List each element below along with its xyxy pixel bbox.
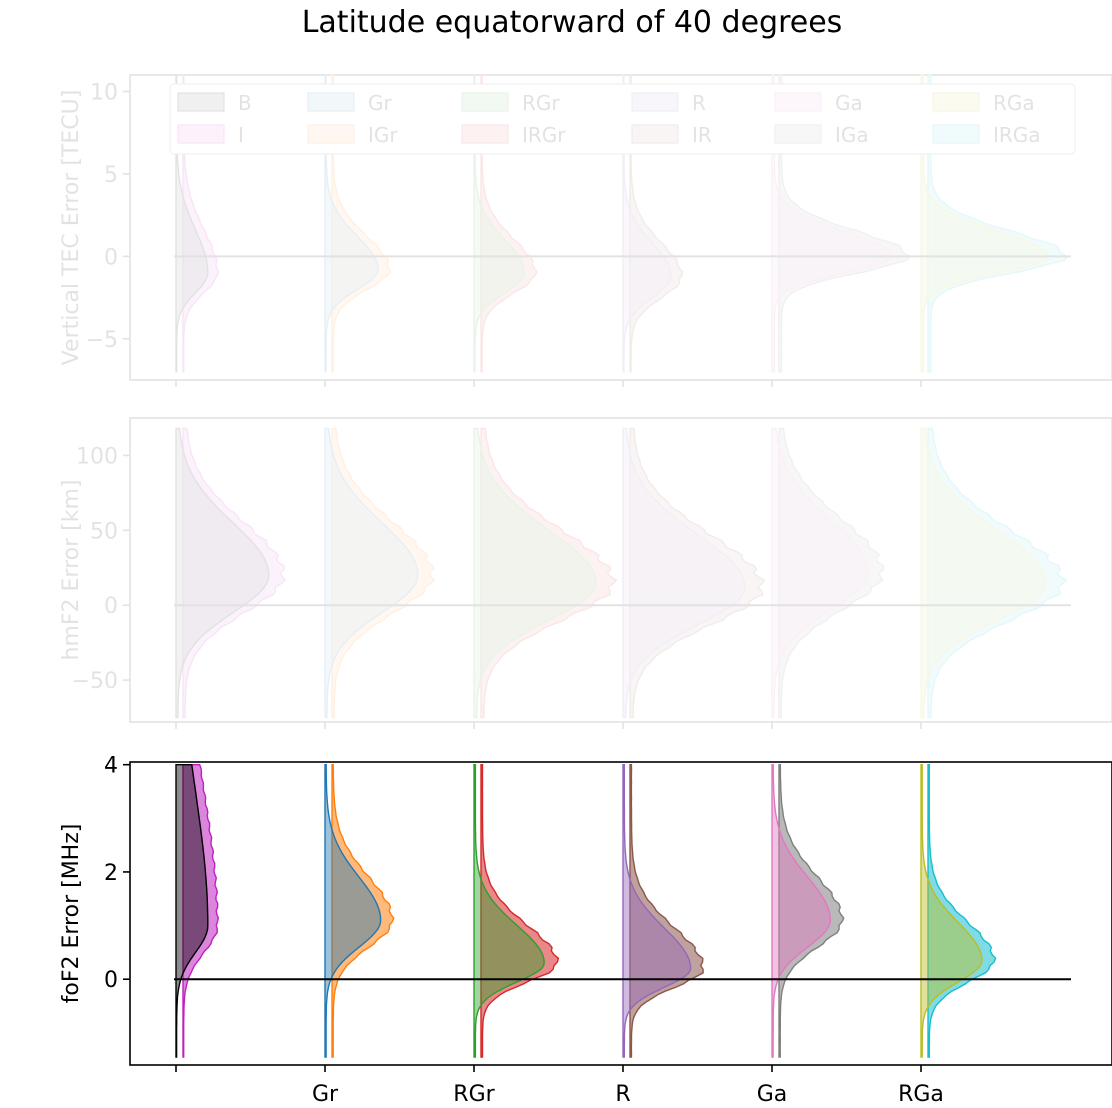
y-tick-label: 2 (104, 861, 118, 886)
legend-label: IR (692, 123, 712, 147)
legend-swatch-RGa (932, 92, 980, 112)
y-tick-label: 0 (104, 245, 118, 270)
legend-swatch-IRGa (932, 124, 980, 144)
legend-swatch-IGa (774, 124, 822, 144)
legend-swatch-IGr (307, 124, 355, 144)
legend-label: I (238, 123, 244, 147)
violin-RGa (920, 764, 983, 1058)
legend-swatch-IR (631, 124, 679, 144)
y-tick-label: 4 (104, 754, 118, 779)
legend-label: Ga (835, 91, 863, 115)
x-tick-label: RGr (453, 1082, 495, 1107)
y-axis-label: hmF2 Error [km] (59, 480, 84, 661)
legend-label: RGa (993, 91, 1035, 115)
legend-label: RGr (522, 91, 560, 115)
violin-Ga (771, 427, 869, 719)
violin-Gr (324, 427, 419, 719)
violin-Ga (771, 74, 893, 373)
violin-IRGr (480, 74, 538, 373)
violin-IRGr (480, 427, 618, 719)
legend-label: IGr (368, 123, 398, 147)
y-axis-label: Vertical TEC Error [TECU] (59, 90, 84, 366)
violin-IR (629, 74, 684, 373)
legend-label: IRGr (522, 123, 566, 147)
legend-label: IGa (835, 123, 869, 147)
violin-IGr (331, 74, 392, 373)
legend-label: B (238, 91, 252, 115)
violin-B (175, 427, 270, 719)
y-axis-label: foF2 Error [MHz] (59, 824, 84, 1004)
y-tick-label: 50 (90, 519, 118, 544)
violin-I (182, 764, 220, 1058)
x-tick-label: RGa (898, 1082, 944, 1107)
violin-IR (629, 427, 766, 719)
x-tick-label: R (615, 1082, 630, 1107)
violin-Gr (324, 764, 382, 1058)
x-tick-label: Ga (757, 1082, 788, 1107)
violin-RGr (473, 74, 526, 373)
legend-label: R (692, 91, 706, 115)
violin-IRGr (480, 764, 560, 1058)
violin-IRGa (927, 427, 1068, 719)
violin-IRGa (927, 764, 997, 1058)
legend-frame (169, 83, 1076, 155)
subplot-2: 100 50 0 −50 hmF2 Error [km] (59, 417, 1112, 729)
x-tick-label: Gr (312, 1082, 339, 1107)
axes-frame (129, 761, 1112, 1066)
violin-B (175, 74, 209, 373)
violin-B (175, 764, 209, 1058)
axes-frame (129, 417, 1112, 723)
y-tick-label: 0 (104, 594, 118, 619)
legend-swatch-R (631, 92, 679, 112)
y-tick-label: 5 (104, 163, 118, 188)
violin-Ga (771, 764, 832, 1058)
y-tick-label: −50 (72, 669, 118, 694)
violin-IGr (331, 427, 436, 719)
legend-swatch-Gr (307, 92, 355, 112)
violin-I (182, 74, 220, 373)
violin-RGr (473, 764, 545, 1058)
y-tick-label: 100 (76, 444, 118, 469)
violin-Gr (324, 74, 379, 373)
violin-RGa (920, 427, 1047, 719)
y-tick-label: −5 (86, 328, 118, 353)
legend-swatch-I (177, 124, 225, 144)
violin-IGr (331, 764, 395, 1058)
legend-swatch-Ga (774, 92, 822, 112)
violin-R (622, 74, 672, 373)
violin-RGa (920, 74, 1050, 373)
legend-swatch-B (177, 92, 225, 112)
violin-R (622, 764, 692, 1058)
violin-IGa (778, 427, 885, 719)
violin-IRGa (927, 74, 1070, 373)
violin-RGr (473, 427, 597, 719)
legend-swatch-RGr (461, 92, 509, 112)
axes-frame (129, 74, 1112, 381)
y-tick-label: 0 (104, 968, 118, 993)
figure-title: Latitude equatorward of 40 degrees (302, 5, 843, 40)
violin-IR (629, 764, 704, 1058)
violin-I (182, 427, 287, 719)
legend-swatch-IRGr (461, 124, 509, 144)
y-tick-label: 10 (90, 80, 118, 105)
legend-label: IRGa (993, 123, 1041, 147)
violin-IGa (778, 764, 845, 1058)
violin-IGa (778, 74, 912, 373)
legend-label: Gr (368, 91, 392, 115)
violin-R (622, 427, 746, 719)
